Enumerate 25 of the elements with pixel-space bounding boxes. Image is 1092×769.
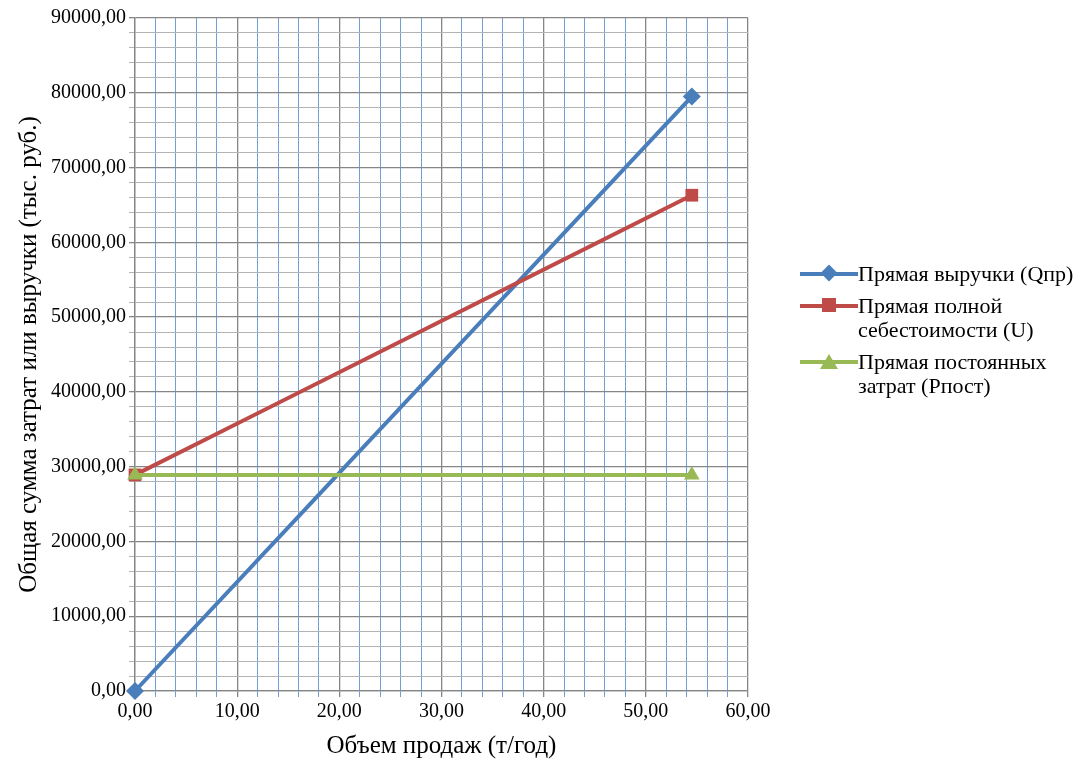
y-tick-label: 30000,00 (51, 453, 126, 476)
y-tick-label: 50000,00 (51, 304, 126, 327)
y-tick-label: 20000,00 (51, 528, 126, 551)
x-tick-label: 50,00 (623, 699, 669, 722)
y-tick-label: 90000,00 (51, 5, 126, 28)
legend-label: Прямая полной себестоимости (U) (858, 293, 1035, 342)
x-tick-label: 60,00 (725, 699, 771, 722)
legend-label: Прямая постоянных затрат (Рпост) (858, 349, 1048, 398)
x-tick-label: 40,00 (521, 699, 567, 722)
point (682, 87, 701, 106)
x-tick-label: 20,00 (316, 699, 362, 722)
point (126, 682, 144, 700)
y-tick-label: 80000,00 (51, 80, 126, 103)
y-axis-title: Общая сумма затрат или выручки (тыс. руб.) (13, 116, 42, 593)
y-tick-label: 0,00 (91, 678, 126, 701)
x-tick-label: 30,00 (419, 699, 464, 722)
point (685, 188, 699, 202)
y-tick-label: 70000,00 (51, 154, 126, 177)
y-tick-label: 60000,00 (51, 229, 126, 252)
y-tick-label: 40000,00 (51, 379, 126, 402)
legend-label: Прямая выручки (Qпр) (858, 261, 1074, 286)
x-tick-label: 10,00 (214, 699, 260, 722)
x-axis-title: Объем продаж (т/год) (326, 730, 557, 759)
x-tick-label: 0,00 (117, 699, 153, 722)
y-tick-label: 10000,00 (51, 603, 126, 626)
